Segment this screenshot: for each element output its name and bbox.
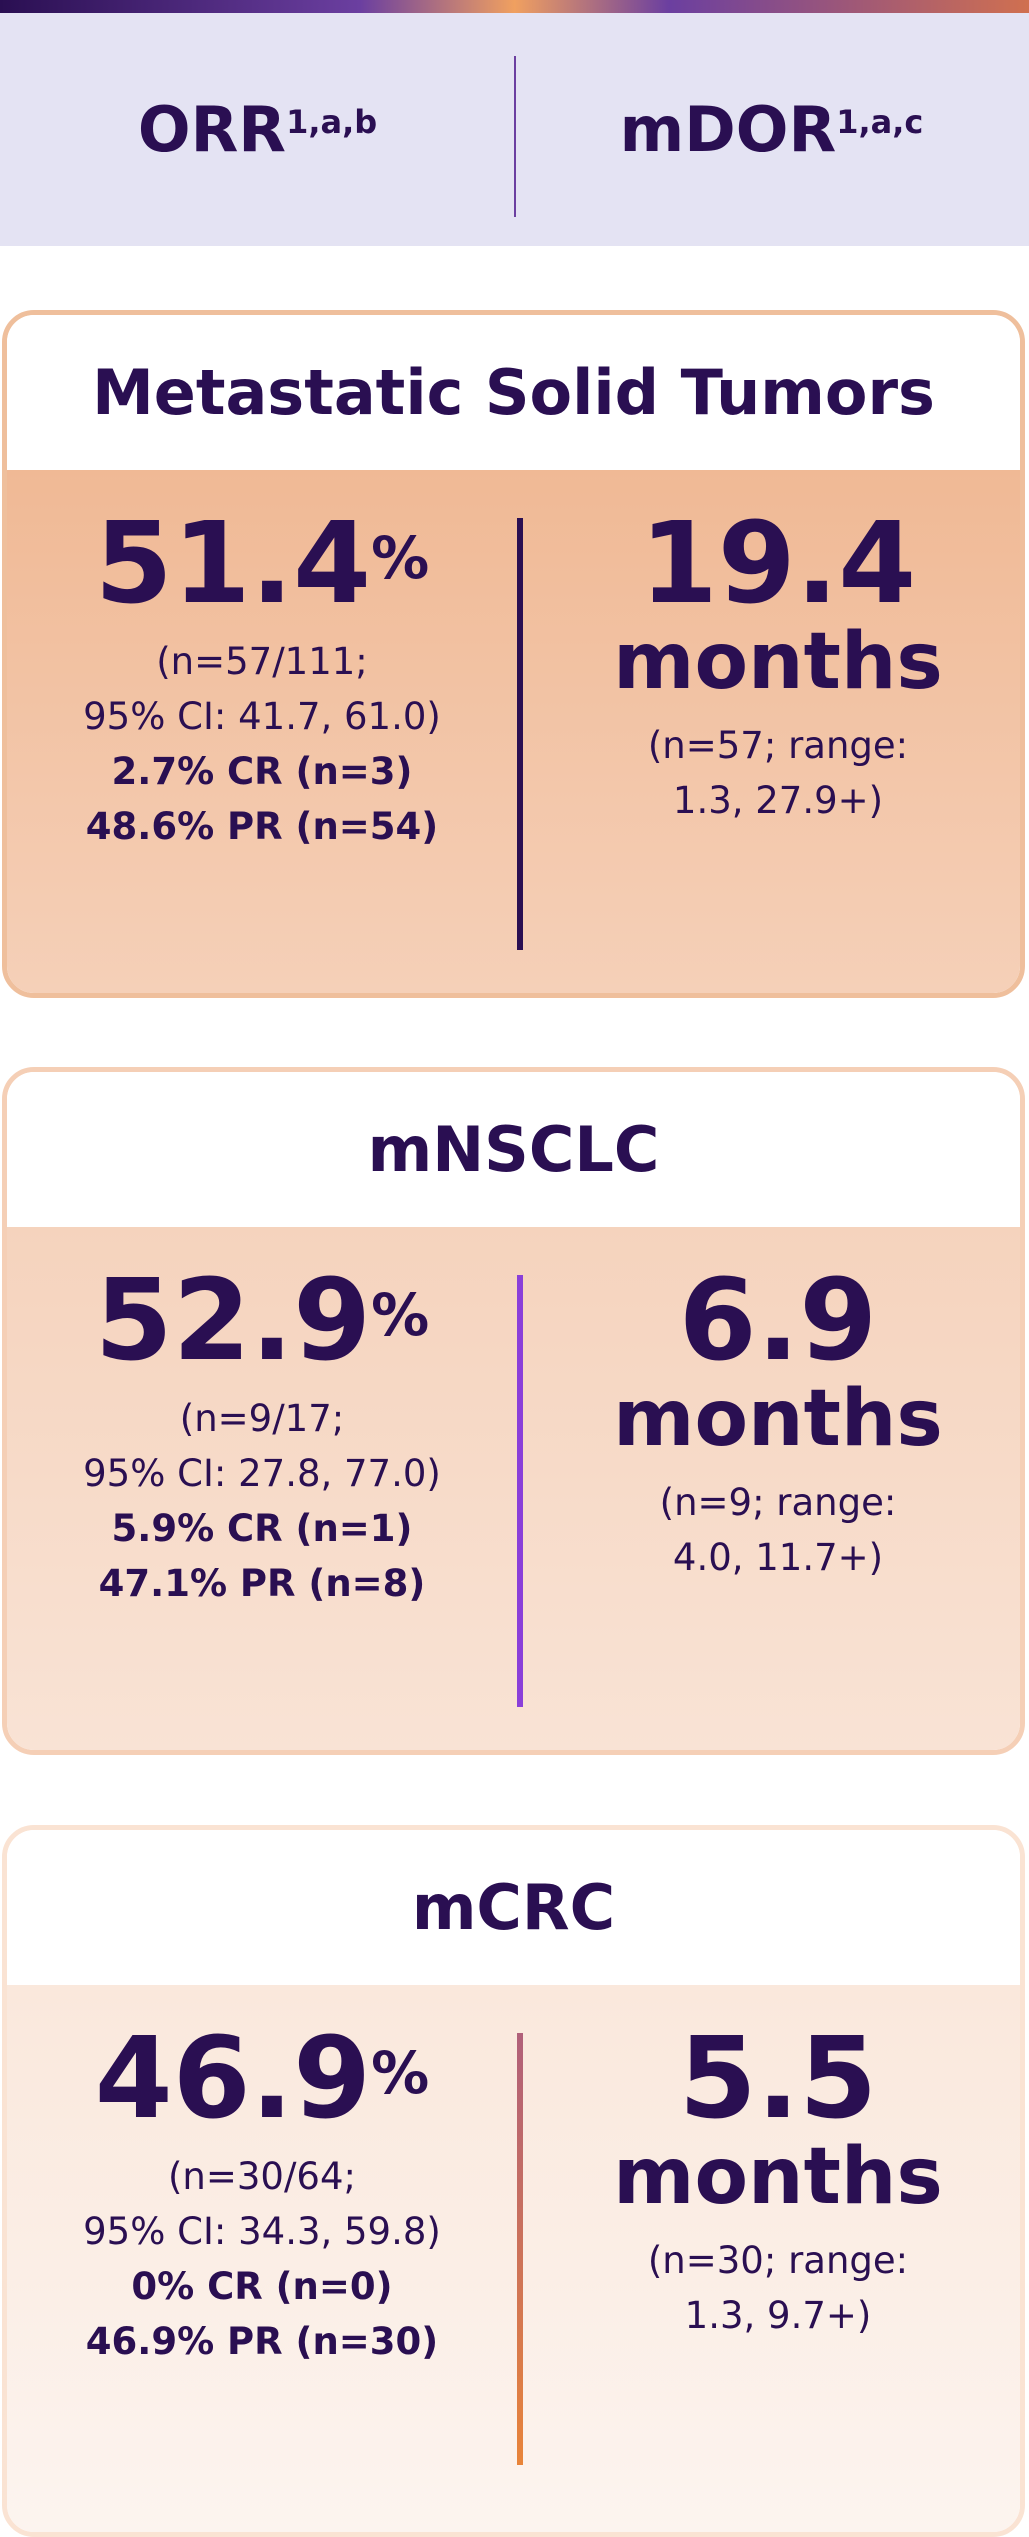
detail-line: (n=9/17; <box>179 1397 345 1440</box>
detail-line: 95% CI: 27.8, 77.0) <box>83 1452 441 1495</box>
mdor-label: mDOR <box>619 93 837 166</box>
detail-line: 4.0, 11.7+) <box>672 1536 884 1579</box>
detail-line-bold: 46.9% PR (n=30) <box>85 2320 439 2363</box>
orr-unit: % <box>371 2039 430 2107</box>
orr-column: 51.4% (n=57/111; 95% CI: 41.7, 61.0) 2.7% C… <box>7 470 517 854</box>
card-title: mCRC <box>7 1830 1020 1985</box>
detail-line: 95% CI: 41.7, 61.0) <box>83 695 441 738</box>
orr-value: 51.4% <box>7 508 517 620</box>
column-divider <box>517 518 523 950</box>
orr-details: (n=57/111; 95% CI: 41.7, 61.0) 2.7% CR (n=… <box>7 634 517 854</box>
card-body: 51.4% (n=57/111; 95% CI: 41.7, 61.0) 2.7% C… <box>7 470 1020 993</box>
orr-value: 46.9% <box>7 2023 517 2135</box>
mdor-unit: months <box>613 617 943 707</box>
orr-number: 51.4 <box>94 499 372 629</box>
orr-header: ORR 1,a,b <box>0 13 515 246</box>
card-body: 46.9% (n=30/64; 95% CI: 34.3, 59.8) 0% CR (… <box>7 1985 1020 2532</box>
mdor-value: 5.5 <box>678 2014 878 2144</box>
detail-line-bold: 47.1% PR (n=8) <box>98 1562 426 1605</box>
mdor-column: 6.9 months (n=9; range: 4.0, 11.7+) <box>523 1227 1020 1585</box>
card-title: Metastatic Solid Tumors <box>7 315 1020 470</box>
mdor-details: (n=30; range: 1.3, 9.7+) <box>523 2233 1020 2343</box>
column-divider <box>517 2033 523 2465</box>
column-divider <box>517 1275 523 1707</box>
orr-details: (n=9/17; 95% CI: 27.8, 77.0) 5.9% CR (n=1)… <box>7 1391 517 1611</box>
orr-column: 46.9% (n=30/64; 95% CI: 34.3, 59.8) 0% CR (… <box>7 1985 517 2369</box>
detail-line: 95% CI: 34.3, 59.8) <box>83 2210 441 2253</box>
detail-line-bold: 2.7% CR (n=3) <box>111 750 413 793</box>
card: mCRC 46.9% (n=30/64; 95% CI: 34.3, 59.8) 0% … <box>2 1825 1025 2537</box>
mdor-unit: months <box>613 2132 943 2222</box>
card: Metastatic Solid Tumors 51.4% (n=57/111; 95… <box>2 310 1025 998</box>
card-title: mNSCLC <box>7 1072 1020 1227</box>
mdor-value: 6.9 <box>678 1256 878 1386</box>
orr-unit: % <box>371 524 430 592</box>
orr-unit: % <box>371 1281 430 1349</box>
detail-line: (n=30/64; <box>168 2155 356 2198</box>
orr-number: 46.9 <box>94 2014 372 2144</box>
mdor-header: mDOR 1,a,c <box>514 13 1029 246</box>
mdor-column: 5.5 months (n=30; range: 1.3, 9.7+) <box>523 1985 1020 2343</box>
detail-line: (n=57/111; <box>156 640 368 683</box>
mdor-unit: months <box>613 1374 943 1464</box>
detail-line: 1.3, 9.7+) <box>684 2294 872 2337</box>
header: ORR 1,a,b mDOR 1,a,c <box>0 13 1029 246</box>
orr-label: ORR <box>137 93 287 166</box>
detail-line-bold: 5.9% CR (n=1) <box>111 1507 413 1550</box>
orr-sup: 1,a,b <box>286 102 378 141</box>
detail-line: (n=9; range: <box>659 1481 897 1524</box>
orr-details: (n=30/64; 95% CI: 34.3, 59.8) 0% CR (n=0) 4… <box>7 2149 517 2369</box>
mdor-details: (n=57; range: 1.3, 27.9+) <box>523 718 1020 828</box>
header-divider <box>514 56 516 217</box>
card-body: 52.9% (n=9/17; 95% CI: 27.8, 77.0) 5.9% CR … <box>7 1227 1020 1750</box>
card: mNSCLC 52.9% (n=9/17; 95% CI: 27.8, 77.0) 5.… <box>2 1067 1025 1755</box>
detail-line-bold: 0% CR (n=0) <box>131 2265 393 2308</box>
orr-column: 52.9% (n=9/17; 95% CI: 27.8, 77.0) 5.9% CR … <box>7 1227 517 1611</box>
mdor-details: (n=9; range: 4.0, 11.7+) <box>523 1475 1020 1585</box>
detail-line: 1.3, 27.9+) <box>672 779 884 822</box>
orr-value: 52.9% <box>7 1265 517 1377</box>
detail-line-bold: 48.6% PR (n=54) <box>85 805 439 848</box>
mdor-column: 19.4 months (n=57; range: 1.3, 27.9+) <box>523 470 1020 828</box>
detail-line: (n=30; range: <box>647 2239 909 2282</box>
orr-number: 52.9 <box>94 1256 372 1386</box>
detail-line: (n=57; range: <box>647 724 909 767</box>
mdor-sup: 1,a,c <box>836 102 924 141</box>
mdor-value: 19.4 <box>639 499 917 629</box>
top-bar <box>0 0 1029 13</box>
